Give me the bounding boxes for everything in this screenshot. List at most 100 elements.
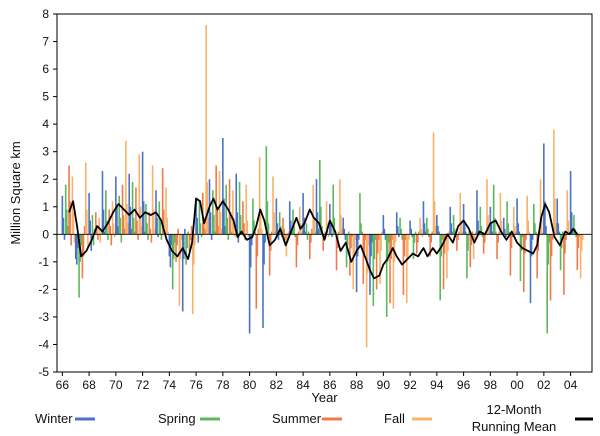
bar-fall-1999-0 — [512, 206, 515, 235]
bar-spring-2001-2 — [535, 231, 537, 235]
bar-spring-1967-0 — [78, 234, 80, 298]
bar-spring-1983-0 — [292, 209, 294, 235]
bar-spring-1969-2 — [107, 234, 109, 240]
bar-spring-1996-2 — [468, 231, 470, 235]
bar-spring-2000-1 — [520, 234, 523, 251]
bar-summer-1969-2 — [110, 234, 113, 246]
bar-winter-2004-1 — [570, 212, 573, 235]
bar-summer-2000-2 — [525, 234, 527, 240]
bar-spring-1974-2 — [174, 234, 176, 243]
bar-summer-2001-0 — [536, 234, 538, 279]
bar-winter-1982-2 — [277, 234, 280, 240]
bar-spring-2000-0 — [519, 234, 522, 282]
bar-winter-1979-2 — [237, 234, 240, 243]
x-axis: 66 68 70 72 74 76 78 80 82 84 86 88 90 92 94 96 98 00 02 04 — [56, 372, 578, 392]
bar-fall-1978-1 — [233, 217, 235, 235]
y-axis-title: Million Square km — [8, 141, 23, 244]
bar-fall-1969-2 — [113, 234, 116, 238]
bar-summer-1982-2 — [284, 234, 286, 240]
bar-summer-1994-1 — [443, 234, 446, 254]
bar-fall-2000-1 — [527, 220, 530, 235]
bar-spring-1987-0 — [345, 234, 348, 268]
bar-winter-1967-1 — [75, 234, 78, 265]
bar-spring-1986-1 — [333, 217, 336, 235]
bar-spring-1967-2 — [80, 234, 83, 246]
bar-fall-1966-2 — [73, 234, 76, 243]
bar-fall-1992-2 — [421, 234, 424, 238]
bar-summer-1987-1 — [350, 234, 352, 249]
bar-fall-1993-2 — [434, 226, 437, 235]
bar-summer-1997-1 — [483, 234, 486, 243]
bar-winter-1976-2 — [197, 234, 200, 243]
bar-fall-1989-0 — [379, 234, 381, 284]
bar-winter-1974-2 — [170, 234, 173, 246]
bar-summer-1988-1 — [363, 234, 366, 254]
bar-summer-1992-2 — [418, 231, 420, 235]
bar-winter-1971-0 — [128, 173, 131, 235]
bar-spring-1999-1 — [507, 223, 509, 235]
bar-spring-1998-0 — [492, 184, 495, 235]
bar-summer-1991-2 — [404, 234, 407, 240]
x-tick-label: 70 — [109, 378, 123, 392]
bar-fall-1975-1 — [193, 234, 195, 265]
bar-fall-1996-0 — [472, 234, 475, 260]
bar-fall-1981-1 — [273, 212, 275, 235]
bar-fall-1976-1 — [206, 181, 209, 235]
bar-summer-1999-2 — [511, 234, 514, 238]
bar-spring-1987-2 — [347, 231, 350, 235]
bar-fall-1972-1 — [152, 209, 155, 235]
bar-summer-1995-2 — [458, 231, 460, 235]
bar-fall-2002-2 — [555, 223, 557, 235]
bar-winter-1972-1 — [142, 201, 145, 235]
bar-fall-1981-2 — [274, 231, 276, 235]
bar-summer-1981-2 — [271, 231, 273, 235]
bar-spring-2002-1 — [547, 234, 550, 265]
bar-winter-2004-2 — [571, 228, 574, 235]
bar-fall-1984-2 — [314, 231, 317, 235]
x-tick-label: 86 — [323, 378, 337, 392]
bar-summer-1980-2 — [257, 228, 260, 235]
bar-winter-1996-1 — [463, 223, 466, 235]
bar-spring-1998-1 — [493, 217, 496, 235]
bar-summer-1970-0 — [121, 184, 124, 235]
bar-summer-1975-1 — [189, 234, 192, 240]
bar-spring-1983-2 — [294, 234, 297, 238]
bar-summer-1966-1 — [69, 201, 71, 235]
bar-summer-1983-2 — [297, 231, 300, 235]
bar-fall-1990-1 — [393, 234, 396, 262]
bar-fall-1968-1 — [99, 234, 102, 243]
bar-summer-1998-0 — [496, 234, 498, 260]
bar-winter-1999-0 — [502, 217, 505, 235]
bar-summer-2004-1 — [577, 234, 580, 249]
x-tick-label: 04 — [564, 378, 578, 392]
bar-winter-1975-1 — [182, 234, 185, 260]
bar-winter-1973-2 — [157, 234, 159, 238]
bar-summer-1984-2 — [311, 228, 313, 235]
bar-summer-1989-0 — [375, 234, 378, 290]
bar-spring-1988-2 — [361, 231, 363, 235]
bar-spring-1994-0 — [439, 234, 441, 301]
bar-winter-1969-1 — [102, 209, 105, 235]
bar-winter-1966-1 — [62, 217, 65, 235]
bar-spring-1995-0 — [452, 215, 455, 235]
bar-winter-1991-1 — [396, 226, 399, 235]
bar-fall-1969-0 — [111, 201, 114, 235]
bar-spring-1980-2 — [254, 231, 256, 235]
bar-winter-1968-0 — [88, 193, 90, 235]
bar-fall-1975-2 — [194, 234, 196, 246]
bar-spring-1973-2 — [160, 234, 163, 240]
bar-spring-1987-1 — [346, 234, 349, 246]
bar-winter-1997-1 — [477, 220, 479, 235]
bar-spring-1976-1 — [199, 223, 202, 235]
bar-summer-1975-0 — [188, 234, 191, 251]
bar-summer-1991-1 — [403, 234, 406, 257]
bar-winter-1980-2 — [250, 234, 253, 246]
bar-winter-1993-0 — [422, 201, 425, 235]
bar-spring-1998-2 — [495, 231, 497, 235]
bar-winter-1998-0 — [489, 206, 492, 235]
bar-fall-1986-1 — [340, 215, 342, 235]
bar-spring-1978-0 — [225, 184, 227, 235]
bar-spring-1999-2 — [508, 231, 511, 235]
x-tick-label: 84 — [296, 378, 310, 392]
